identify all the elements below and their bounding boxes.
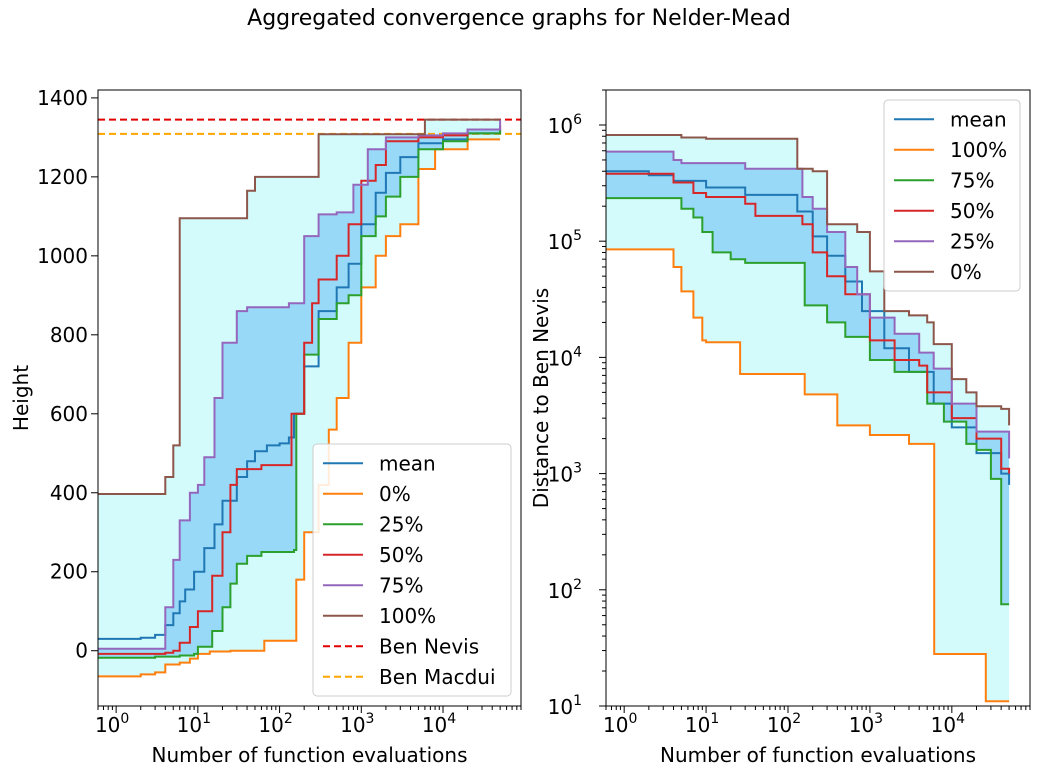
- x-tick-label: 101: [177, 711, 211, 737]
- height-chart: 100 101 102 103 104 0 200 400 600 800 1000 1200 1400…: [9, 86, 522, 767]
- figure-title: Aggregated convergence graphs for Nelder…: [247, 6, 791, 31]
- band-outer: [606, 135, 1010, 702]
- y-tick-label: 106: [548, 112, 582, 138]
- x-tick-label: 100: [95, 711, 129, 737]
- series-line-25pct: [606, 150, 1011, 459]
- series-line-50pct: [606, 172, 1011, 474]
- y-tick-label: 400: [50, 481, 88, 505]
- legend-label: 25%: [379, 512, 423, 536]
- x-tick-label: 102: [767, 711, 801, 737]
- series-line-0pct: [98, 138, 501, 678]
- series-line-100pct: [606, 248, 1010, 703]
- y-tick-label: 1200: [37, 165, 88, 189]
- legend-label: 0%: [379, 482, 411, 506]
- y-tick-label: 0: [75, 639, 88, 663]
- axes-frame: [605, 89, 1031, 707]
- y-tick-label: 101: [548, 693, 582, 719]
- y-axis-label: Distance to Ben Nevis: [529, 288, 553, 508]
- x-tick-label: 101: [685, 711, 719, 737]
- series-line-mean: [98, 128, 502, 640]
- x-tick-label: 104: [422, 711, 456, 737]
- y-tick-label: 1400: [37, 86, 88, 110]
- distance-chart: 100 101 102 103 104101102103104105106Number …: [529, 89, 1031, 767]
- y-tick-label: 200: [50, 560, 88, 584]
- series-line-100pct: [98, 118, 501, 495]
- legend-box: [883, 99, 1021, 292]
- y-axis-label: Height: [9, 365, 33, 431]
- legend-label: 75%: [379, 573, 423, 597]
- axes-frame: [97, 89, 522, 707]
- legend-label: Ben Nevis: [379, 634, 479, 658]
- y-tick-label: 1000: [37, 244, 88, 268]
- legend-label: mean: [950, 107, 1007, 131]
- legend: mean 100% 75% 50% 25% 0%: [883, 99, 1021, 292]
- legend-label: 50%: [379, 543, 423, 567]
- y-tick-label: 105: [548, 228, 582, 254]
- series-line-50pct: [98, 125, 502, 655]
- plot-area: [98, 118, 521, 678]
- x-tick-label: 100: [603, 711, 637, 737]
- x-axis-label: Number of function evaluations: [151, 743, 467, 767]
- legend-label: 100%: [950, 138, 1007, 162]
- legend-label: 100%: [379, 604, 436, 628]
- legend-box: [312, 443, 512, 697]
- legend-label: 25%: [950, 229, 994, 253]
- x-axis-label: Number of function evaluations: [660, 743, 976, 767]
- legend-label: 75%: [950, 168, 994, 192]
- x-tick-label: 104: [931, 711, 965, 737]
- legend-label: 0%: [950, 260, 982, 284]
- x-tick-label: 102: [258, 711, 292, 737]
- legend-label: 50%: [950, 199, 994, 223]
- legend-label: Ben Macdui: [379, 665, 496, 689]
- legend-label: mean: [379, 451, 436, 475]
- series-line-75pct: [606, 197, 1010, 606]
- legend: mean 0% 25% 50% 75% 100% Ben Nevis Ben Macdui: [312, 443, 512, 697]
- series-line-mean: [606, 170, 1011, 485]
- y-tick-label: 102: [548, 577, 582, 603]
- y-tick-label: 600: [50, 402, 88, 426]
- band-inner: [98, 119, 501, 658]
- band-inner: [606, 151, 1010, 605]
- series-line-75pct: [98, 119, 502, 650]
- y-tick-label: 800: [50, 323, 88, 347]
- x-tick-label: 103: [340, 711, 374, 737]
- x-tick-label: 103: [849, 711, 883, 737]
